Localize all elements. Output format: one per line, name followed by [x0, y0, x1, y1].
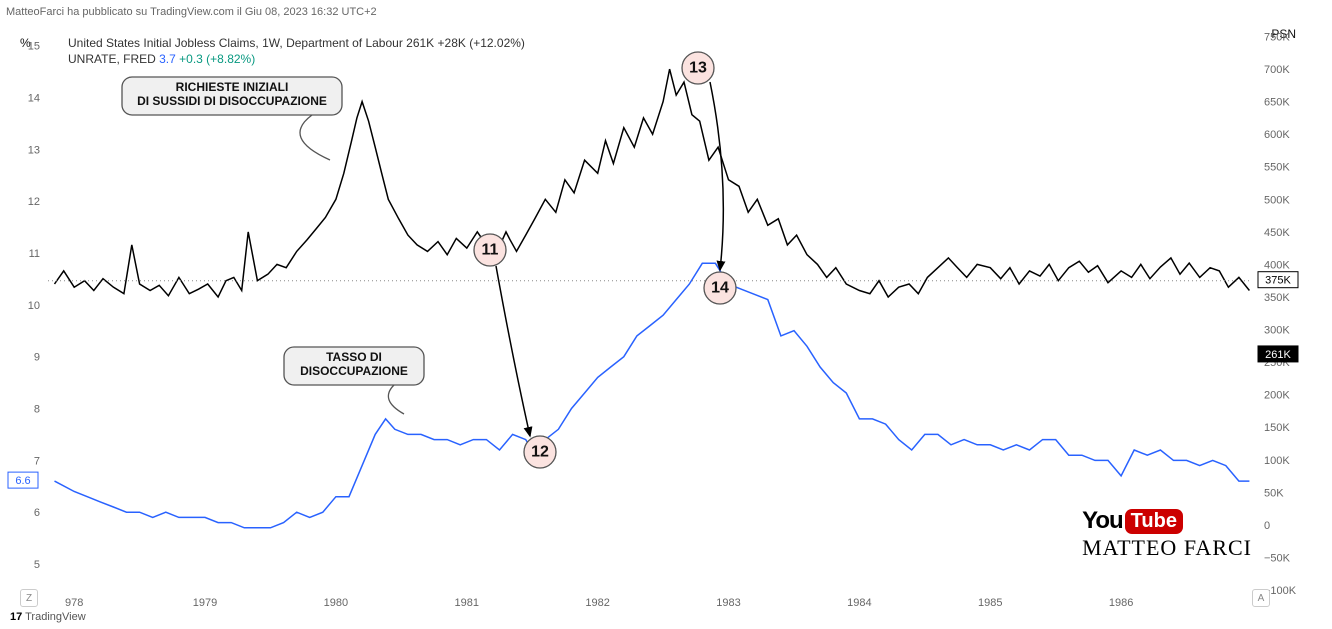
- series-unrate: [55, 263, 1250, 528]
- x-tick: 1984: [847, 597, 871, 609]
- arrow-a1: [496, 266, 530, 436]
- y-right-tick: 600K: [1264, 129, 1290, 141]
- y-right-tick: 0: [1264, 520, 1270, 532]
- x-tick: 1981: [455, 597, 479, 609]
- y-left-tick: 13: [28, 144, 40, 156]
- nav-right-button[interactable]: A: [1252, 589, 1270, 607]
- nav-left-button[interactable]: Z: [20, 589, 38, 607]
- y-right-tick: 700K: [1264, 64, 1290, 76]
- y-left-tick: 10: [28, 300, 40, 312]
- x-tick: 1985: [978, 597, 1002, 609]
- x-tick: 978: [65, 597, 83, 609]
- y-left-tick: 12: [28, 196, 40, 208]
- y-left-tick: 15: [28, 41, 40, 53]
- y-right-tick: 500K: [1264, 194, 1290, 206]
- y-left-tick: 9: [34, 352, 40, 364]
- callout-unrate-tail: [388, 385, 404, 414]
- y-right-tick: −50K: [1264, 552, 1291, 564]
- y-left-tick: 11: [29, 248, 40, 260]
- callout-claims-text: DI SUSSIDI DI DISOCCUPAZIONE: [137, 94, 327, 108]
- x-tick: 1980: [324, 597, 348, 609]
- y-left-tick: 6: [34, 507, 40, 519]
- callout-claims-text: RICHIESTE INIZIALI: [176, 80, 289, 94]
- callout-unrate-text: TASSO DI: [326, 350, 382, 364]
- y-right-tick: 350K: [1264, 292, 1290, 304]
- y-left-tick: 5: [34, 559, 40, 571]
- yt-tube: Tube: [1125, 509, 1183, 534]
- x-tick: 1983: [716, 597, 740, 609]
- left-value-text: 6.6: [15, 475, 30, 487]
- y-left-tick: 8: [34, 404, 40, 416]
- y-right-tick: 150K: [1264, 422, 1290, 434]
- bubble-11-text: 11: [482, 242, 499, 259]
- x-tick: 1979: [193, 597, 217, 609]
- youtube-watermark: You Tube MATTEO FARCI: [1082, 507, 1252, 561]
- callout-claims-tail: [300, 115, 330, 160]
- y-right-tick: 400K: [1264, 259, 1290, 271]
- y-right-tick: 50K: [1264, 487, 1284, 499]
- bubble-13-text: 13: [689, 60, 707, 77]
- arrow-a2: [710, 82, 723, 270]
- y-right-tick: 300K: [1264, 325, 1290, 337]
- y-right-tick: 100K: [1264, 455, 1290, 467]
- y-right-tick: 750K: [1264, 32, 1290, 44]
- yt-you: You: [1082, 507, 1123, 535]
- x-tick: 1986: [1109, 597, 1133, 609]
- y-right-tick: 450K: [1264, 227, 1290, 239]
- x-tick: 1982: [585, 597, 609, 609]
- bubble-12-text: 12: [531, 444, 549, 461]
- callout-unrate-text: DISOCCUPAZIONE: [300, 364, 408, 378]
- price-tag-375k-text: 375K: [1265, 275, 1291, 287]
- y-right-tick: 650K: [1264, 97, 1290, 109]
- y-right-tick: 200K: [1264, 390, 1290, 402]
- price-tag-261k-text: 261K: [1265, 349, 1291, 361]
- bubble-14-text: 14: [711, 280, 729, 297]
- tradingview-badge: 17 TradingView: [10, 611, 86, 623]
- y-right-tick: 550K: [1264, 162, 1290, 174]
- y-left-tick: 14: [28, 92, 40, 104]
- yt-channel-name: MATTEO FARCI: [1082, 535, 1252, 561]
- chart-root: MatteoFarci ha pubblicato su TradingView…: [0, 0, 1332, 629]
- y-left-tick: 7: [34, 455, 40, 467]
